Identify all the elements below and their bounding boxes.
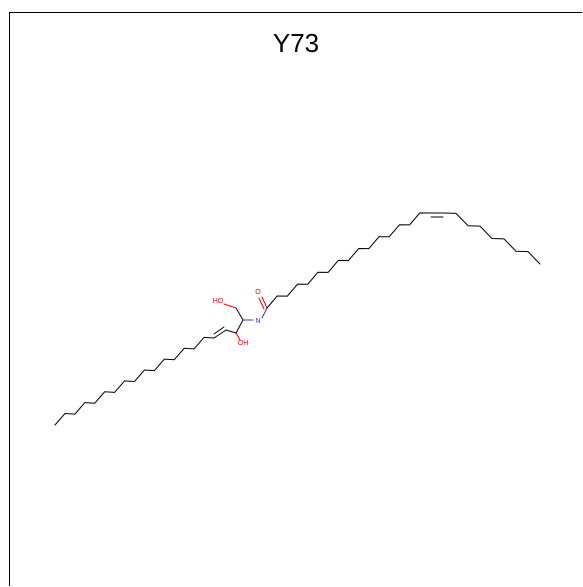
bond-c3 bbox=[225, 329, 237, 334]
bond-carbonyl-o bbox=[261, 296, 268, 309]
atom-label-o: O bbox=[255, 289, 261, 296]
acyl-terminal-chain-bond bbox=[443, 212, 541, 265]
molecule-frame: Y73 bbox=[9, 12, 582, 586]
bond-carbonyl-o-double bbox=[258, 297, 265, 310]
bond-c3-c2 bbox=[235, 319, 244, 334]
molecule-title: Y73 bbox=[272, 28, 320, 58]
bond-c2-c1 bbox=[235, 307, 244, 321]
double-bond-c4-parallel bbox=[213, 326, 225, 335]
bond-n-carbonyl bbox=[261, 307, 268, 319]
bond-c3-oh bbox=[235, 332, 241, 341]
bond-c1-o bbox=[223, 303, 237, 309]
atom-label-ho: HO bbox=[213, 298, 224, 305]
bond-lines bbox=[54, 212, 541, 426]
sphingoid-chain-bond bbox=[54, 336, 215, 426]
atom-label-n: N bbox=[255, 318, 260, 325]
acyl-chain-bond bbox=[266, 212, 431, 309]
double-bond-c4 bbox=[213, 329, 227, 339]
atom-label-oh: OH bbox=[238, 340, 249, 347]
